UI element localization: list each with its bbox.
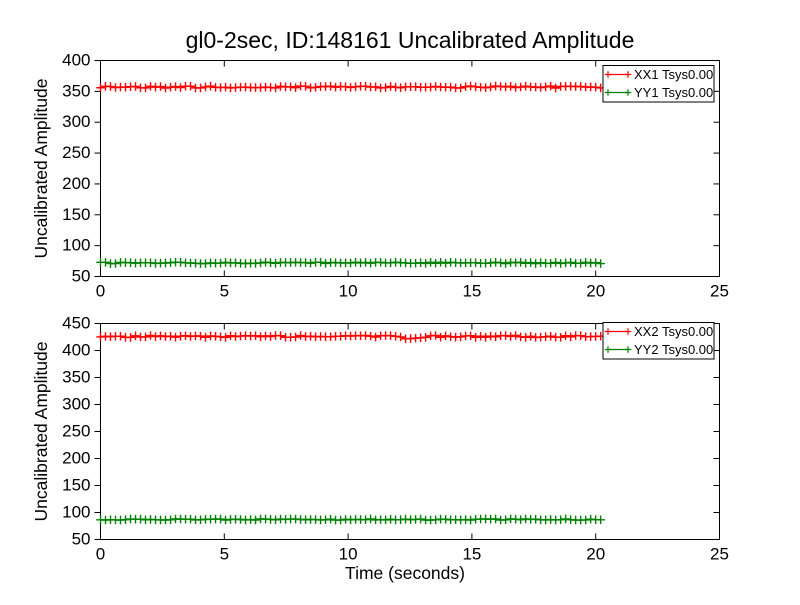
svg-text:Uncalibrated Amplitude: Uncalibrated Amplitude xyxy=(31,79,51,259)
svg-text:250: 250 xyxy=(62,422,90,441)
svg-text:10: 10 xyxy=(339,282,358,301)
svg-text:400: 400 xyxy=(62,341,90,360)
svg-text:250: 250 xyxy=(62,143,90,162)
svg-text:300: 300 xyxy=(62,395,90,414)
svg-text:0: 0 xyxy=(96,545,105,564)
svg-text:gl0-2sec, ID:148161 Uncalibrat: gl0-2sec, ID:148161 Uncalibrated Amplitu… xyxy=(186,27,635,53)
svg-text:350: 350 xyxy=(62,81,90,100)
svg-text:YY1 Tsys0.00: YY1 Tsys0.00 xyxy=(634,85,713,100)
svg-text:5: 5 xyxy=(220,282,229,301)
svg-text:20: 20 xyxy=(586,282,605,301)
svg-text:YY2 Tsys0.00: YY2 Tsys0.00 xyxy=(634,342,713,357)
svg-text:150: 150 xyxy=(62,205,90,224)
svg-text:25: 25 xyxy=(710,545,729,564)
svg-text:450: 450 xyxy=(62,314,90,333)
svg-text:Uncalibrated Amplitude: Uncalibrated Amplitude xyxy=(31,342,51,522)
svg-text:15: 15 xyxy=(462,545,481,564)
svg-text:15: 15 xyxy=(462,282,481,301)
svg-text:XX2 Tsys0.00: XX2 Tsys0.00 xyxy=(634,324,713,339)
svg-text:150: 150 xyxy=(62,476,90,495)
svg-text:350: 350 xyxy=(62,368,90,387)
svg-text:100: 100 xyxy=(62,236,90,255)
svg-text:25: 25 xyxy=(710,282,729,301)
svg-text:50: 50 xyxy=(72,267,91,286)
svg-text:200: 200 xyxy=(62,449,90,468)
svg-text:XX1 Tsys0.00: XX1 Tsys0.00 xyxy=(634,67,713,82)
svg-text:200: 200 xyxy=(62,174,90,193)
svg-text:400: 400 xyxy=(62,51,90,70)
svg-text:0: 0 xyxy=(96,282,105,301)
svg-text:50: 50 xyxy=(72,530,91,549)
svg-text:5: 5 xyxy=(220,545,229,564)
svg-text:20: 20 xyxy=(586,545,605,564)
svg-text:10: 10 xyxy=(339,545,358,564)
svg-text:100: 100 xyxy=(62,503,90,522)
svg-text:Time (seconds): Time (seconds) xyxy=(345,563,465,583)
svg-text:300: 300 xyxy=(62,112,90,131)
